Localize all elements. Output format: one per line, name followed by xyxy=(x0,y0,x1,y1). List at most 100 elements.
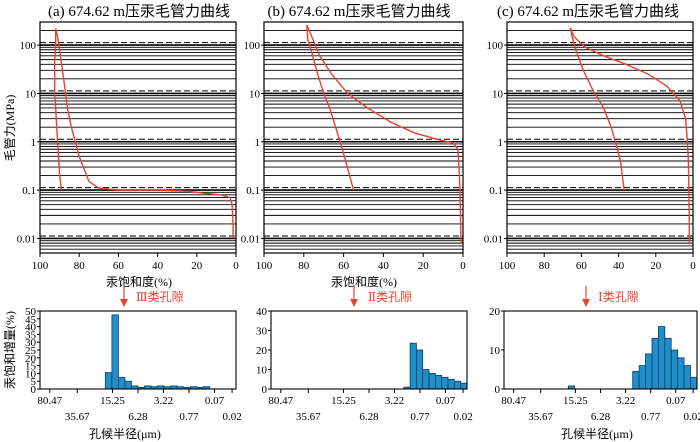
histogram-bar xyxy=(658,326,666,390)
panel-a-title: (a) 674.62 m压汞毛管力曲线 xyxy=(48,3,230,20)
y-tick-label: 0.1 xyxy=(246,185,260,197)
x-tick-label: 6.28 xyxy=(359,411,379,423)
histogram-bar xyxy=(415,349,424,390)
plot-frame xyxy=(39,21,237,254)
panel-a-xlabel: 汞饱和度(%) xyxy=(106,274,172,289)
y-tick-label: 40 xyxy=(256,306,268,318)
x-tick-label: 6.28 xyxy=(128,411,148,423)
x-tick-label: 0.77 xyxy=(641,411,661,423)
y-tick-label: 0 xyxy=(495,384,501,396)
y-tick-label: 50 xyxy=(25,306,37,318)
y-tick-label: 10 xyxy=(25,88,37,100)
x-tick-label: 0.02 xyxy=(684,411,700,423)
histogram-bar xyxy=(111,314,119,390)
x-tick-label: 100 xyxy=(32,260,49,272)
histogram-bar xyxy=(651,337,659,390)
x-tick-label: 40 xyxy=(378,260,390,272)
x-tick-label: 20 xyxy=(191,260,203,272)
x-tick-label: 40 xyxy=(613,260,625,272)
x-tick-label: 0.77 xyxy=(179,411,199,423)
x-tick-label: 60 xyxy=(576,260,588,272)
y-tick-label: 0 xyxy=(262,384,268,396)
capillary-curve xyxy=(569,27,690,244)
capillary-curve xyxy=(54,28,63,191)
capillary-panel-a: (a) 674.62 m压汞毛管力曲线 毛管力(MPa) 汞饱和度(%) 0.0… xyxy=(2,3,239,289)
x-tick-label: 40 xyxy=(152,260,164,272)
y-tick-label: 100 xyxy=(244,40,261,52)
y-tick-label: 20 xyxy=(25,353,37,365)
pore-type-b-label: Ⅱ类孔隙 xyxy=(368,290,412,304)
y-tick-label: 35 xyxy=(25,329,37,341)
x-tick-label: 35.67 xyxy=(528,411,553,423)
y-tick-label: 0.1 xyxy=(489,185,503,197)
x-tick-label: 15.25 xyxy=(100,395,125,407)
panel-a-ylabel: 毛管力(MPa) xyxy=(2,95,17,162)
y-tick-label: 0.01 xyxy=(484,233,503,245)
plot-frame xyxy=(506,21,694,254)
x-tick-label: 80.47 xyxy=(268,395,293,407)
capillary-panel-b: (b) 674.62 m压汞毛管力曲线 汞饱和度(%) 0.01 0.1 1 10 10… xyxy=(241,3,467,289)
x-tick-label: 60 xyxy=(113,260,125,272)
x-tick-label: 0.02 xyxy=(222,411,241,423)
x-tick-label: 6.28 xyxy=(591,411,611,423)
y-tick-label: 1 xyxy=(255,137,261,149)
histogram-bar xyxy=(118,376,126,390)
plot-frame xyxy=(263,21,464,254)
x-tick-label: 0 xyxy=(233,260,239,272)
arrow-a: Ⅲ类孔隙 xyxy=(120,286,184,307)
histogram-bar xyxy=(124,380,132,390)
histogram-bar xyxy=(670,349,679,390)
x-tick-label: 80.47 xyxy=(501,395,526,407)
histogram-bar xyxy=(645,353,653,390)
histogram-bar xyxy=(422,369,430,390)
y-tick-label: 0 xyxy=(31,384,37,396)
x-tick-label: 100 xyxy=(499,260,516,272)
x-tick-label: 0.07 xyxy=(666,395,686,407)
hist-a-ylabel: 汞饱和增量(%) xyxy=(2,311,17,389)
x-tick-label: 0.07 xyxy=(436,395,456,407)
histogram-bar xyxy=(104,372,113,390)
histogram-bar xyxy=(409,342,417,390)
histogram-bar xyxy=(447,378,455,390)
arrow-c: Ⅰ类孔隙 xyxy=(582,286,639,307)
y-tick-label: 100 xyxy=(487,40,504,52)
histogram-panel-b: 0 10 20 30 40 80.47 15.25 3.22 0.07 35.67 6.28 0.77… xyxy=(256,306,473,423)
y-tick-label: 40 xyxy=(25,322,37,334)
x-tick-label: 35.67 xyxy=(65,411,90,423)
x-tick-label: 0.07 xyxy=(205,395,225,407)
y-tick-label: 30 xyxy=(256,326,268,338)
x-tick-label: 80.47 xyxy=(37,395,62,407)
histogram-bar xyxy=(683,365,691,390)
hist-a-xlabel: 孔候半径(μm) xyxy=(89,427,161,441)
y-tick-label: 20 xyxy=(256,345,268,357)
x-tick-label: 0 xyxy=(690,260,696,272)
y-tick-label: 1 xyxy=(498,137,504,149)
capillary-panel-c: (c) 674.62 m压汞毛管力曲线 0.01 0.1 1 10 100 100 80 60… xyxy=(484,3,697,272)
histogram-bar xyxy=(441,376,449,390)
plot-frame xyxy=(39,310,237,390)
arrow-b: Ⅱ类孔隙 xyxy=(350,286,412,307)
capillary-curve xyxy=(306,24,462,244)
x-tick-label: 0.77 xyxy=(410,411,430,423)
x-tick-label: 15.25 xyxy=(331,395,356,407)
y-tick-label: 0.01 xyxy=(17,233,36,245)
y-tick-label: 5 xyxy=(31,376,37,388)
x-tick-label: 0.02 xyxy=(453,411,472,423)
panel-b-xlabel: 汞饱和度(%) xyxy=(331,274,397,289)
y-tick-label: 0.01 xyxy=(241,233,260,245)
x-tick-label: 3.22 xyxy=(385,395,404,407)
panel-b-title: (b) 674.62 m压汞毛管力曲线 xyxy=(268,3,451,20)
y-tick-label: 20 xyxy=(489,306,501,318)
x-tick-label: 80 xyxy=(539,260,551,272)
capillary-curve xyxy=(55,28,234,239)
y-tick-label: 10 xyxy=(256,365,268,377)
panel-c-title: (c) 674.62 m压汞毛管力曲线 xyxy=(497,3,679,20)
histogram-bar xyxy=(434,374,443,390)
x-tick-label: 100 xyxy=(256,260,273,272)
y-tick-label: 25 xyxy=(25,345,37,357)
y-tick-label: 0.1 xyxy=(22,185,36,197)
y-tick-label: 10 xyxy=(489,345,501,357)
y-tick-label: 15 xyxy=(25,361,37,373)
